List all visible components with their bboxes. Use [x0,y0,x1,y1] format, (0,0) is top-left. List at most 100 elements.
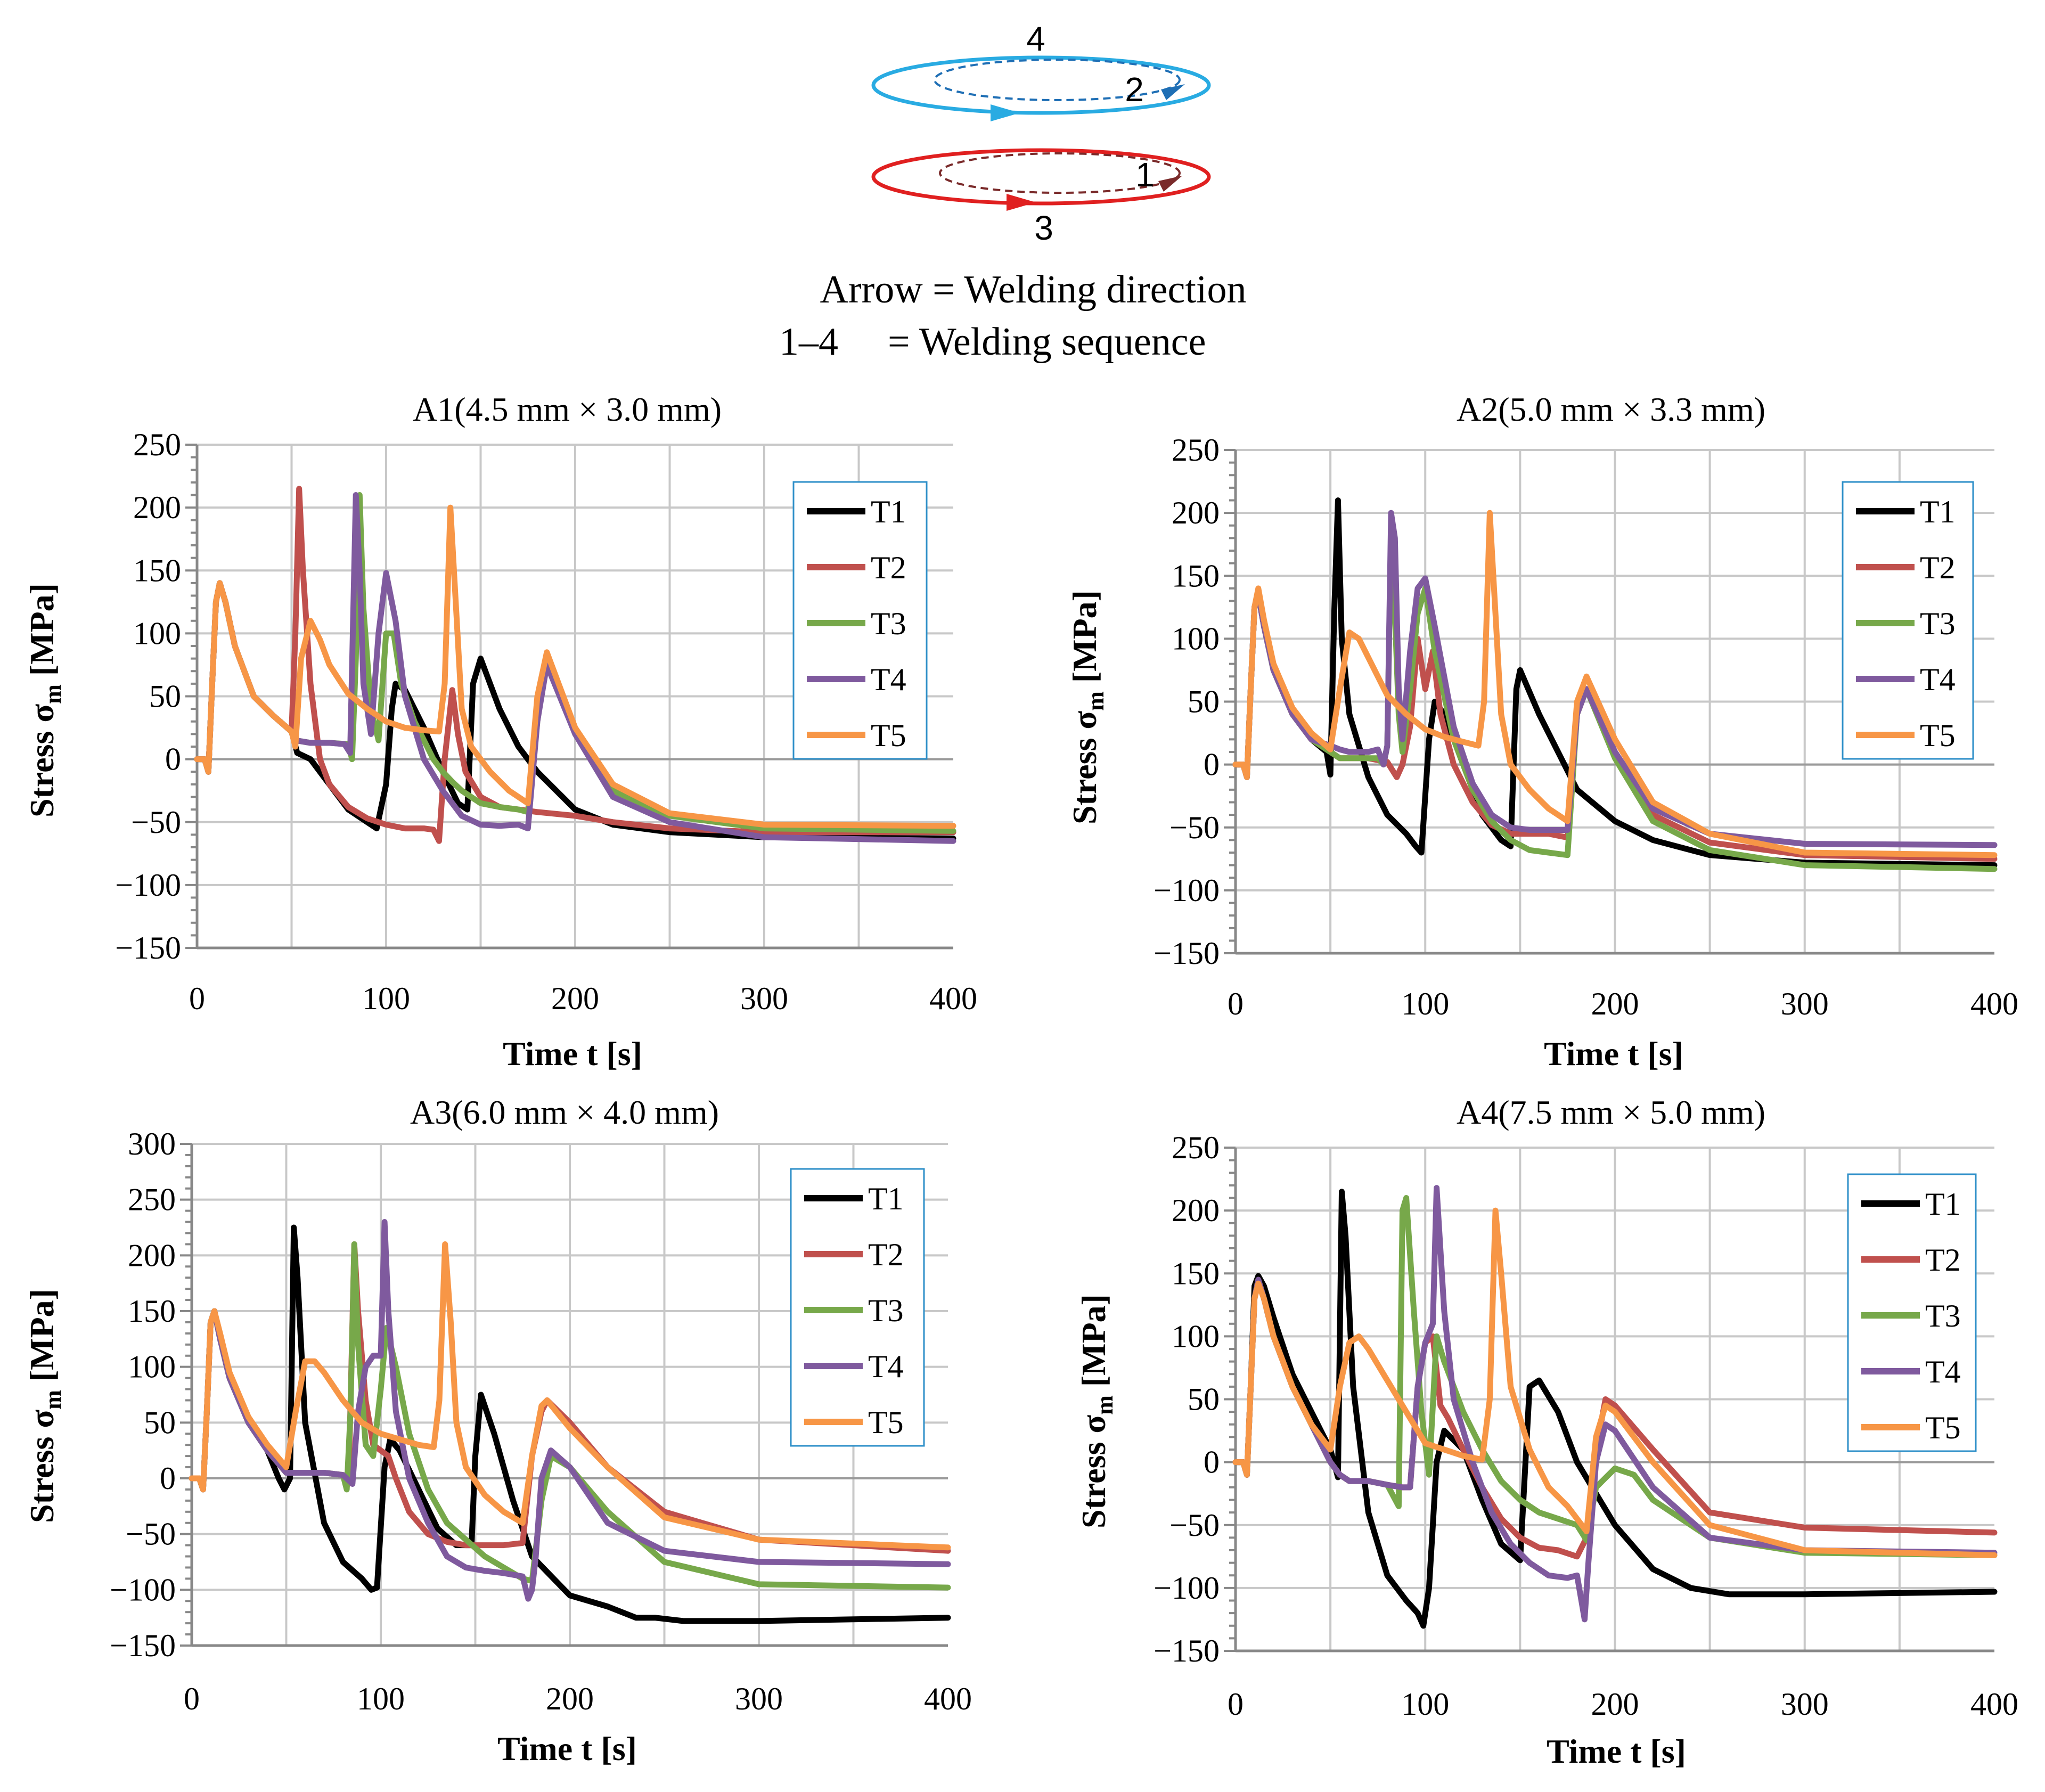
chart-a1-legend-label-t4: T4 [871,662,906,697]
chart-a4-legend-label-t4: T4 [1925,1354,1961,1389]
chart-a1: A1(4.5 mm × 3.0 mm) 250 200 150 100 50 0 −⁠50 −… [23,390,977,1073]
label-2: 2 [1125,70,1144,109]
chart-a3-y-tick-label: 150 [128,1294,176,1329]
chart-a2: A2(5.0 mm × 3.3 mm) 250 200 150 100 50 0 −50 −1… [1066,390,2018,1073]
chart-a1-y-tick-label: 150 [133,553,181,588]
chart-a3-ylabel: Stress σm [MPa] [23,1289,66,1523]
chart-a1-x-tick-label: 400 [929,981,977,1016]
chart-a2-y-tick-label: 0 [1204,747,1220,782]
chart-a4-series-t1 [1232,1189,1998,1629]
chart-a2-y-tick-label: 250 [1172,432,1220,468]
upper-inner-arrow-icon [1161,84,1185,100]
chart-a4-y-tick-label: 150 [1172,1256,1220,1291]
chart-a3-legend-label-t2: T2 [868,1237,904,1272]
chart-a2-y-tick-label: 50 [1188,684,1220,719]
chart-a1-x-tick-label: 300 [740,981,788,1016]
chart-a3-x-tick-label: 400 [924,1681,972,1716]
label-3: 3 [1034,209,1053,247]
lower-inner-arrow-icon [1158,176,1182,192]
chart-a4-y-tick-label: 250 [1172,1130,1220,1165]
chart-a3-legend-label-t4: T4 [868,1349,904,1384]
upper-ring [871,55,1211,115]
chart-a4-legend-label-t1: T1 [1925,1187,1961,1222]
chart-a1-y-tick-label: −150 [115,930,181,965]
chart-a4-x-tick-label: 400 [1970,1687,2018,1722]
chart-a2-x-tick-label: 200 [1591,986,1639,1021]
chart-a2-y-tick-label: 100 [1172,621,1220,656]
label-1: 1 [1135,156,1155,194]
chart-a4-y-tick-label: 200 [1172,1193,1220,1228]
chart-a1-y-tick-label: 50 [149,679,181,714]
chart-a2-y-tick-label: 150 [1172,558,1220,593]
chart-a4-ylabel: Stress σm [MPa] [1075,1294,1118,1528]
chart-a3-x-tick-label: 300 [735,1681,783,1716]
chart-a1-ylabel: Stress σm [MPa] [23,583,66,817]
chart-a3-x-tick-label: 100 [357,1681,405,1716]
chart-a1-legend-label-t5: T5 [871,718,906,753]
chart-a2-y-tick-label: −50 [1169,810,1220,845]
lower-inner-ring [939,152,1181,194]
chart-a4-y-tick-label: −150 [1154,1633,1220,1668]
chart-a3-y-tick-label: 250 [128,1182,176,1217]
chart-a4: A4(7.5 mm × 5.0 mm) 250 200 150 100 50 0 −50 −1… [1075,1093,2018,1770]
chart-a1-series-t5 [194,504,956,829]
chart-a2-legend-label-t5: T5 [1920,718,1956,753]
chart-a3-y-tick-label: 300 [128,1126,176,1161]
chart-a3-y-tick-label: 0 [160,1461,176,1496]
chart-a1-y-tick-label: 250 [133,427,181,462]
chart-a1-title: A1(4.5 mm × 3.0 mm) [413,390,722,428]
chart-a3-legend-label-t1: T1 [868,1181,904,1216]
chart-a1-legend-label-t2: T2 [871,550,906,585]
chart-a3-xlabel: Time t [s] [497,1730,637,1768]
chart-a2-x-tick-label: 100 [1401,986,1449,1021]
chart-a4-title: A4(7.5 mm × 5.0 mm) [1457,1093,1765,1131]
chart-a1-x-tick-label: 0 [189,981,205,1016]
chart-a3-y-tick-label: −100 [110,1572,176,1607]
chart-a2-y-tick-label: 200 [1172,495,1220,530]
chart-a1-xlabel: Time t [s] [503,1035,642,1073]
upper-inner-ring [934,59,1181,101]
chart-a2-y-tick-label: −150 [1154,936,1220,971]
chart-a4-xlabel: Time t [s] [1547,1732,1686,1770]
chart-a3-legend-label-t3: T3 [868,1293,904,1328]
chart-a1-x-tick-label: 100 [362,981,410,1016]
chart-a4-legend-label-t5: T5 [1925,1410,1961,1445]
chart-a2-x-tick-label: 300 [1781,986,1829,1021]
chart-a2-legend-label-t3: T3 [1920,606,1956,641]
chart-a4-y-tick-label: 0 [1204,1445,1220,1480]
chart-a4-y-tick-label: −50 [1169,1508,1220,1543]
chart-a1-y-tick-label: 200 [133,490,181,525]
chart-a3-y-tick-label: 200 [128,1238,176,1273]
chart-a4-y-tick-label: 50 [1188,1382,1220,1417]
chart-a2-title: A2(5.0 mm × 3.3 mm) [1457,390,1765,428]
chart-a1-legend-label-t1: T1 [871,494,906,529]
chart-a1-y-tick-label: −⁠50 [131,805,181,840]
chart-a4-x-tick-label: 300 [1781,1687,1829,1722]
lower-ring [871,148,1211,206]
chart-a4-y-tick-label: −100 [1154,1570,1220,1606]
chart-a1-y-tick-label: 100 [133,616,181,651]
chart-a4-x-tick-label: 100 [1401,1687,1449,1722]
chart-a4-y-tick-label: 100 [1172,1319,1220,1354]
chart-a3-legend-label-t5: T5 [868,1405,904,1440]
chart-a1-y-tick-label: −100 [115,868,181,903]
note-direction: Arrow = Welding direction [820,268,1247,312]
chart-a3: A3(6.0 mm × 4.0 mm) 300 250 200 150 100 50 0 −5… [23,1093,972,1768]
chart-a4-series-t5 [1232,1207,1998,1558]
chart-a3-x-tick-label: 0 [184,1681,200,1716]
welding-diagram: 4 2 1 3 Arrow = Welding direction 1–4 = … [779,20,1246,364]
chart-a2-legend-label-t4: T4 [1920,662,1956,697]
upper-arrow-icon [991,104,1020,121]
chart-a1-x-tick-label: 200 [551,981,599,1016]
chart-a1-legend-label-t3: T3 [871,606,906,641]
chart-a3-title: A3(6.0 mm × 4.0 mm) [410,1093,719,1131]
chart-a3-y-tick-label: −150 [110,1628,176,1663]
chart-a3-series-t5 [189,1241,951,1551]
chart-a2-xlabel: Time t [s] [1544,1035,1683,1073]
chart-a3-y-tick-label: 50 [144,1405,176,1440]
chart-a4-legend-label-t2: T2 [1925,1242,1961,1278]
